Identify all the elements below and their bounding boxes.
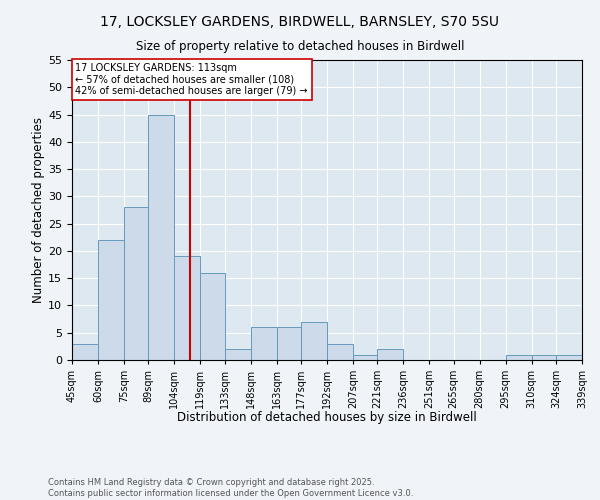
Bar bbox=[251, 328, 277, 360]
Text: Contains HM Land Registry data © Crown copyright and database right 2025.
Contai: Contains HM Land Registry data © Crown c… bbox=[48, 478, 413, 498]
Bar bbox=[124, 208, 148, 360]
Bar bbox=[224, 349, 251, 360]
X-axis label: Distribution of detached houses by size in Birdwell: Distribution of detached houses by size … bbox=[177, 411, 477, 424]
Y-axis label: Number of detached properties: Number of detached properties bbox=[32, 117, 46, 303]
Text: Size of property relative to detached houses in Birdwell: Size of property relative to detached ho… bbox=[136, 40, 464, 53]
Bar bbox=[72, 344, 98, 360]
Bar bbox=[532, 354, 556, 360]
Bar bbox=[98, 240, 124, 360]
Text: 17, LOCKSLEY GARDENS, BIRDWELL, BARNSLEY, S70 5SU: 17, LOCKSLEY GARDENS, BIRDWELL, BARNSLEY… bbox=[101, 15, 499, 29]
Bar bbox=[506, 354, 532, 360]
Bar bbox=[277, 328, 301, 360]
Bar bbox=[301, 322, 327, 360]
Bar bbox=[200, 272, 224, 360]
Bar bbox=[556, 354, 582, 360]
Text: 17 LOCKSLEY GARDENS: 113sqm
← 57% of detached houses are smaller (108)
42% of se: 17 LOCKSLEY GARDENS: 113sqm ← 57% of det… bbox=[76, 62, 308, 96]
Bar bbox=[148, 114, 175, 360]
Bar bbox=[175, 256, 200, 360]
Bar bbox=[377, 349, 403, 360]
Bar bbox=[327, 344, 353, 360]
Bar bbox=[353, 354, 377, 360]
